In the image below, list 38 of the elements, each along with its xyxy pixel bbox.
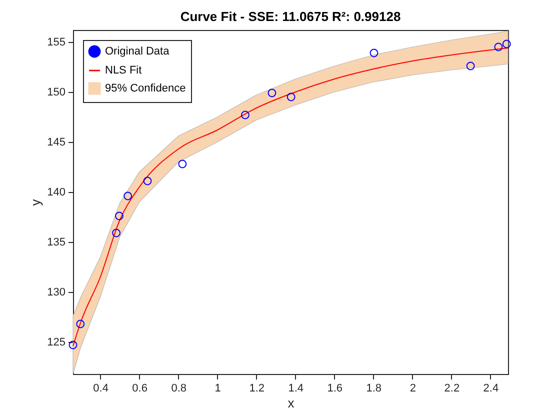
y-tick-label: 135 (47, 236, 66, 248)
point (112, 228, 121, 238)
y-tick-label: 130 (47, 286, 66, 298)
x-tick-label: 1.8 (366, 382, 382, 394)
point (494, 42, 503, 52)
x-tick-label: 1 (214, 382, 221, 394)
x-tick-label: 2.4 (483, 382, 499, 394)
point (241, 110, 250, 120)
point (268, 88, 276, 98)
y-tick-label: 155 (47, 36, 66, 48)
x-tick-label: 1.6 (327, 382, 343, 394)
point (76, 320, 85, 328)
legend-label: 95% Confidence (105, 82, 186, 94)
point (124, 192, 132, 200)
point (115, 212, 124, 220)
x-tick-label: 0.6 (132, 382, 148, 394)
point (68, 340, 78, 350)
x-tick-label: 2.2 (444, 382, 460, 394)
y-tick-label: 140 (47, 186, 66, 198)
point (178, 160, 187, 168)
y-axis-title: y (28, 198, 44, 206)
chart-title: Curve Fit - SSE: 11.0675 R²: 0.99128 (180, 8, 401, 24)
x-axis-title: x (288, 396, 295, 410)
point (143, 176, 152, 186)
x-tick-label: 0.4 (93, 382, 108, 394)
point (502, 40, 511, 48)
point (286, 92, 296, 102)
y-tick-label: 125 (47, 336, 66, 348)
y-tick-label: 150 (47, 86, 66, 98)
x-tick-label: 2 (410, 382, 416, 394)
x-tick-label: 0.8 (171, 382, 186, 394)
legend-label: NLS Fit (105, 64, 142, 76)
x-tick-label: 1.2 (249, 382, 265, 394)
point (370, 48, 378, 58)
legend-label: Original Data (105, 46, 170, 58)
point (466, 62, 475, 70)
x-tick-label: 1.4 (288, 382, 304, 394)
y-tick-label: 145 (47, 136, 66, 148)
